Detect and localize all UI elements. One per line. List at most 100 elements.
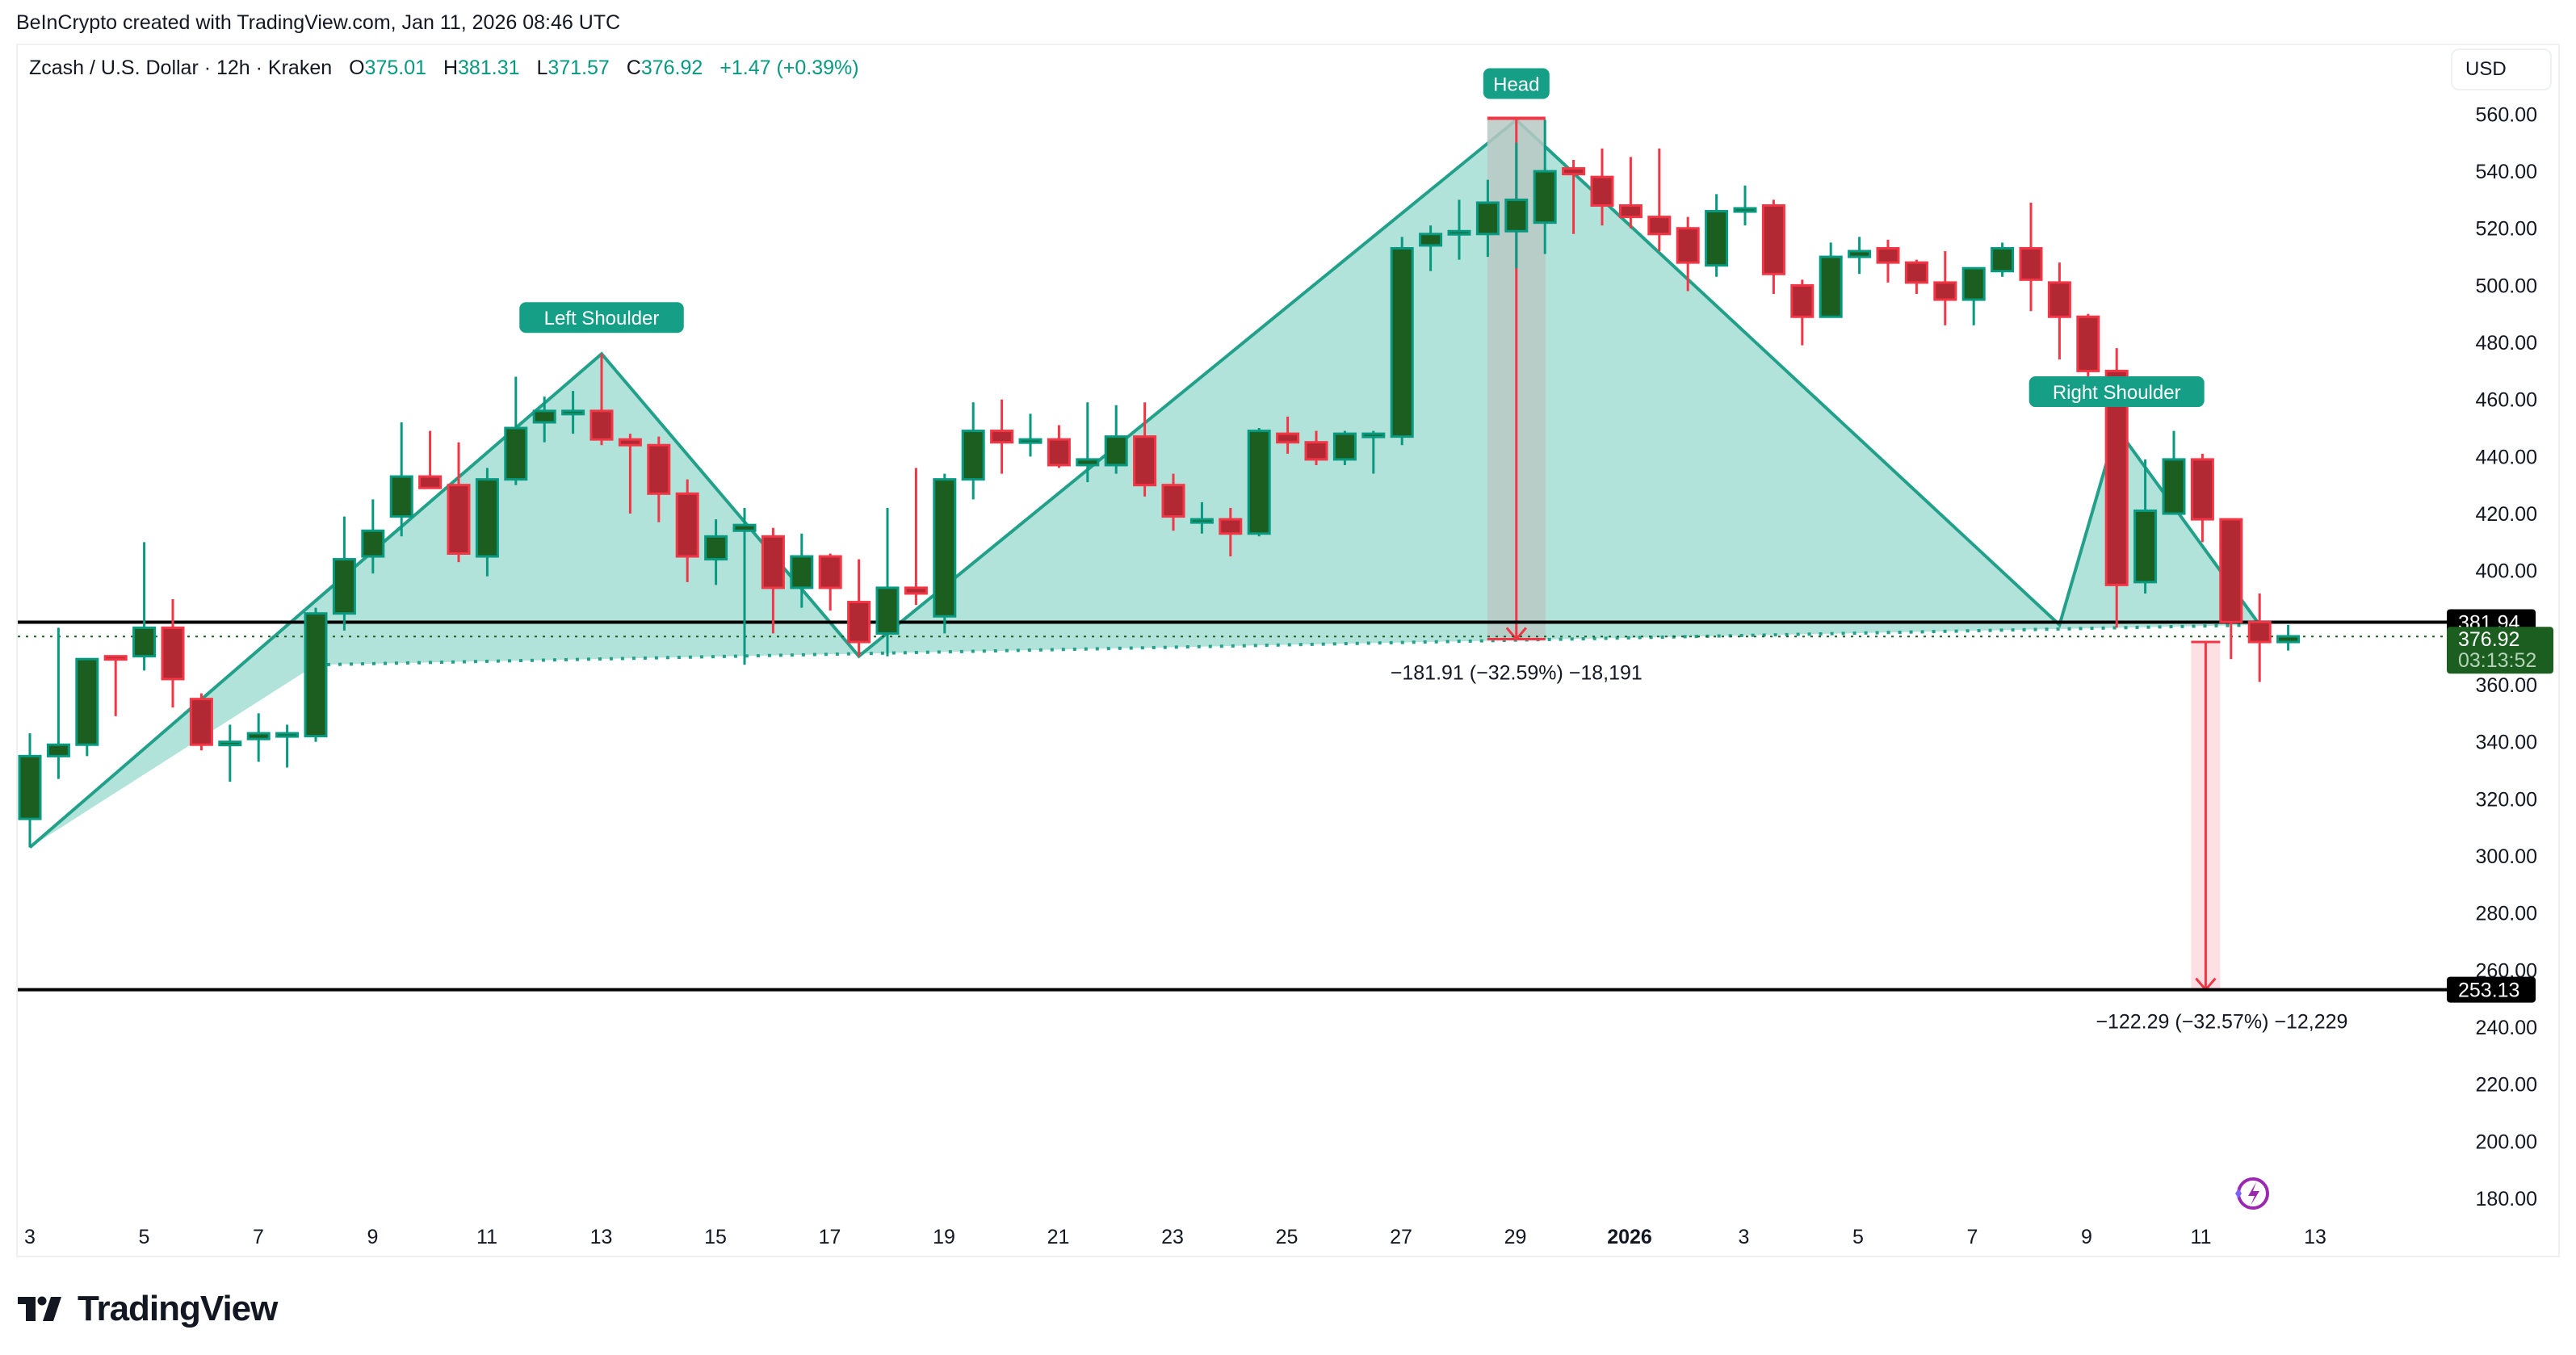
candle[interactable]	[389, 422, 413, 537]
currency-button[interactable]: USD	[2451, 48, 2552, 90]
candle[interactable]	[161, 599, 185, 708]
candle[interactable]	[618, 434, 642, 514]
candle[interactable]	[246, 713, 271, 762]
candle[interactable]	[2162, 430, 2186, 515]
candle[interactable]	[1161, 473, 1185, 531]
candle[interactable]	[1562, 159, 1586, 234]
candle[interactable]	[75, 657, 99, 757]
head-label-text: Head	[1493, 73, 1539, 95]
high-value: 381.31	[458, 57, 520, 79]
candle[interactable]	[675, 479, 699, 582]
candle[interactable]	[189, 693, 213, 751]
right-shoulder-label[interactable]: Right Shoulder	[2028, 376, 2205, 408]
candle[interactable]	[1848, 237, 1872, 275]
candle[interactable]	[1276, 416, 1300, 454]
candle[interactable]	[2247, 593, 2272, 682]
candle[interactable]	[132, 542, 157, 671]
candle[interactable]	[103, 655, 128, 716]
candle[interactable]	[447, 442, 471, 563]
candle[interactable]	[1076, 402, 1100, 483]
candle[interactable]	[1504, 142, 1529, 269]
candle[interactable]	[46, 627, 70, 779]
candle[interactable]	[504, 376, 528, 485]
candle[interactable]	[761, 527, 785, 634]
candle[interactable]	[1819, 242, 1843, 318]
candle[interactable]	[2019, 202, 2043, 312]
symbol-title[interactable]: Zcash / U.S. Dollar · 12h · Kraken	[29, 57, 333, 79]
symbol-legend: Zcash / U.S. Dollar · 12h · Kraken O375.…	[29, 57, 859, 80]
candle[interactable]	[1705, 194, 1729, 277]
candle[interactable]	[732, 507, 757, 665]
candle[interactable]	[990, 399, 1014, 474]
price-tick: 340.00	[2476, 732, 2537, 754]
candle[interactable]	[418, 430, 443, 489]
time-axis[interactable]: 3 5 7 9 11 13 15 17 19 21 23 25 27 29 2026 3 5 7 9 11 13	[24, 1226, 2326, 1248]
candle[interactable]	[1904, 259, 1928, 294]
price-tick: 540.00	[2476, 161, 2537, 183]
price-tick: 280.00	[2476, 903, 2537, 925]
candle[interactable]	[1133, 402, 1157, 497]
candle[interactable]	[1361, 430, 1386, 474]
candle[interactable]	[1018, 413, 1043, 457]
candle[interactable]	[18, 733, 42, 848]
candle[interactable]	[2276, 624, 2301, 651]
candle[interactable]	[1219, 507, 1243, 557]
candle[interactable]	[961, 402, 985, 500]
head-measure-top	[1487, 116, 1546, 120]
candle[interactable]	[1189, 501, 1214, 534]
candle[interactable]	[1647, 148, 1672, 252]
price-label-text: 253.13	[2458, 980, 2519, 1002]
candle[interactable]	[790, 533, 814, 608]
price-tick: 180.00	[2476, 1188, 2537, 1210]
candle[interactable]	[2190, 453, 2214, 543]
candle[interactable]	[1475, 179, 1500, 258]
candle[interactable]	[818, 553, 842, 611]
candle[interactable]	[1790, 279, 1815, 346]
candle[interactable]	[304, 607, 328, 742]
candle[interactable]	[1991, 242, 2015, 277]
candle[interactable]	[2219, 518, 2243, 660]
candle[interactable]	[933, 473, 957, 634]
candle[interactable]	[875, 507, 900, 657]
candle[interactable]	[1761, 199, 1785, 294]
candle[interactable]	[1533, 120, 1557, 254]
low-label: L	[536, 57, 548, 79]
left-shoulder-label[interactable]: Left Shoulder	[519, 302, 684, 334]
candle[interactable]	[1961, 266, 1986, 325]
candle[interactable]	[589, 354, 614, 446]
candle[interactable]	[1676, 216, 1700, 292]
candle[interactable]	[332, 516, 356, 631]
head-label[interactable]: Head	[1483, 68, 1550, 99]
time-tick: 13	[590, 1226, 613, 1248]
candle[interactable]	[218, 724, 242, 782]
candle[interactable]	[1933, 251, 1957, 325]
candle[interactable]	[1047, 425, 1071, 468]
price-axis[interactable]: 560.00 540.00 520.00 500.00 480.00 460.00 440.…	[2447, 103, 2553, 1210]
candle[interactable]	[1247, 428, 1271, 537]
candle[interactable]	[1104, 405, 1128, 474]
candle[interactable]	[1876, 239, 1900, 283]
candle[interactable]	[1733, 185, 1757, 226]
lightning-event-icon[interactable]	[2235, 1177, 2269, 1210]
candle[interactable]	[475, 468, 499, 577]
candle[interactable]	[1618, 157, 1643, 229]
candle[interactable]	[361, 499, 385, 574]
candle[interactable]	[647, 436, 671, 522]
candle[interactable]	[1590, 148, 1614, 226]
candle[interactable]	[532, 396, 556, 443]
candle[interactable]	[1390, 237, 1414, 446]
candle[interactable]	[704, 519, 728, 585]
candle[interactable]	[561, 391, 585, 434]
time-tick: 29	[1504, 1226, 1527, 1248]
candle[interactable]	[1304, 430, 1328, 465]
candle[interactable]	[904, 468, 928, 606]
candle[interactable]	[1447, 199, 1471, 260]
candle[interactable]	[1419, 225, 1443, 271]
candle[interactable]	[275, 724, 300, 768]
chart-credit: BeInCrypto created with TradingView.com,…	[16, 11, 621, 34]
candle[interactable]	[2133, 459, 2158, 594]
candle[interactable]	[847, 559, 871, 657]
candle[interactable]	[2047, 262, 2071, 360]
candle[interactable]	[1332, 430, 1357, 465]
